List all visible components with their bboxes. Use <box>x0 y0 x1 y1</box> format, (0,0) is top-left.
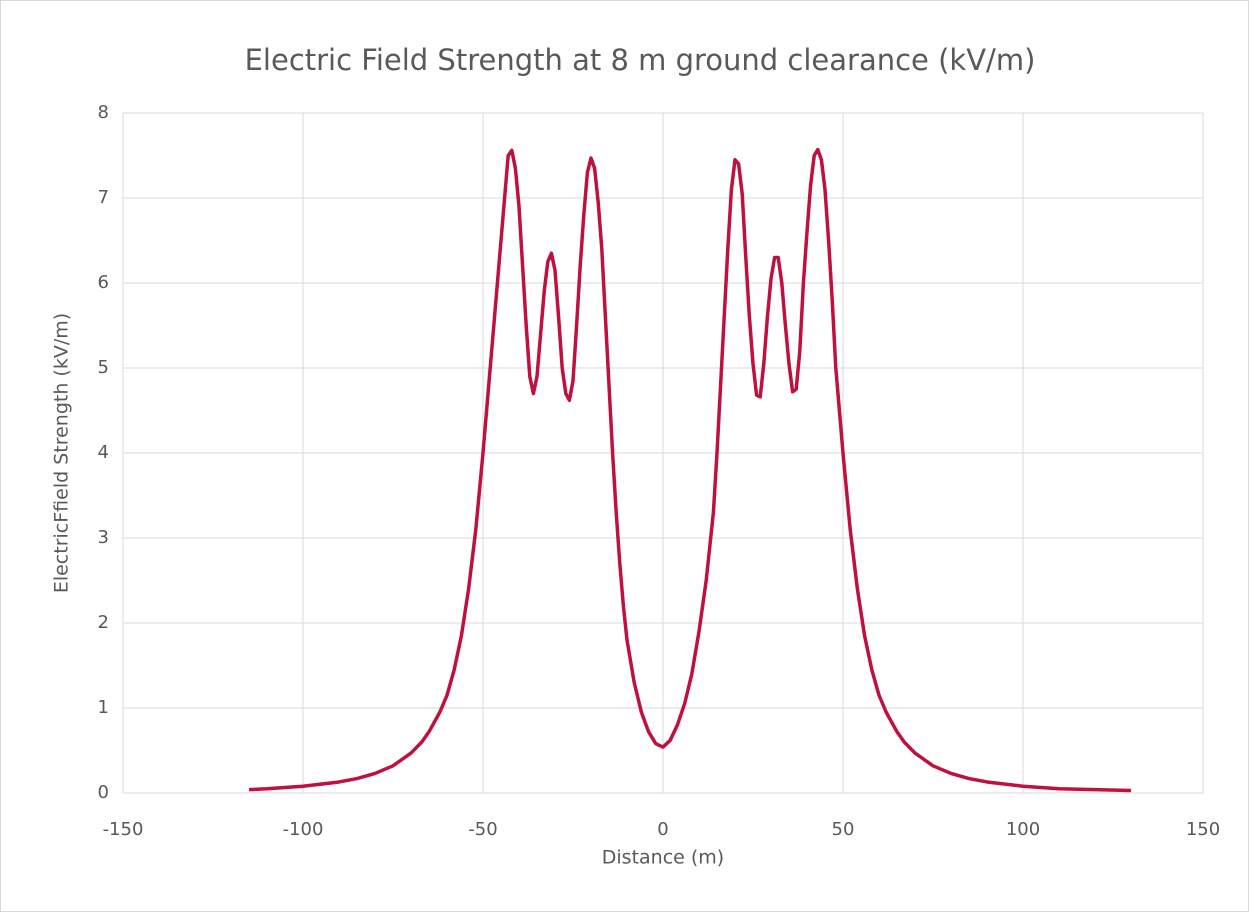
x-tick-label: 100 <box>1006 819 1040 840</box>
x-tick-label: -150 <box>103 819 144 840</box>
x-tick-label: 50 <box>832 819 855 840</box>
x-tick-label: 0 <box>657 819 668 840</box>
y-tick-label: 4 <box>98 442 109 463</box>
data-line <box>248 147 1132 793</box>
x-axis-title: Distance (m) <box>602 847 724 869</box>
chart-title: Electric Field Strength at 8 m ground cl… <box>245 43 1036 77</box>
y-tick-label: 3 <box>98 527 109 548</box>
x-tick-label: -50 <box>468 819 497 840</box>
y-tick-label: 7 <box>98 187 109 208</box>
y-tick-label: 0 <box>98 782 109 803</box>
y-tick-label: 8 <box>98 102 109 123</box>
y-tick-label: 6 <box>98 272 109 293</box>
y-tick-label: 1 <box>98 697 109 718</box>
x-tick-label: 150 <box>1186 819 1220 840</box>
y-tick-label: 5 <box>98 357 109 378</box>
y-axis-title: ElectricFfield Strength (kV/m) <box>51 313 73 593</box>
y-tick-label: 2 <box>98 612 109 633</box>
x-tick-label: -100 <box>283 819 324 840</box>
